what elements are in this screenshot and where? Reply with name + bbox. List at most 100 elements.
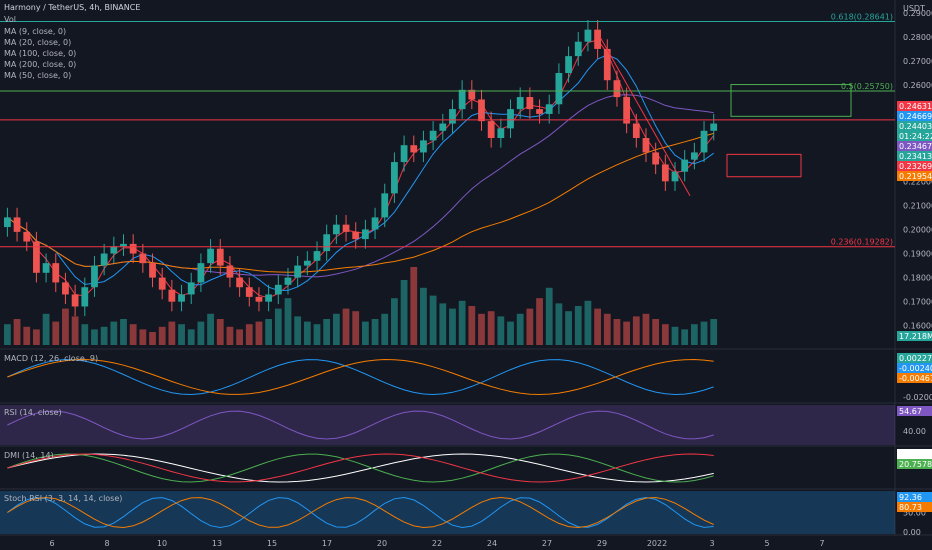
volume-bar	[255, 321, 263, 345]
date-tick-label: 7	[819, 539, 824, 548]
candle-body	[565, 56, 572, 73]
candle-body	[110, 246, 118, 254]
candle-body	[236, 277, 243, 288]
candle-body	[332, 224, 340, 235]
price-badge-text: 0.23467	[899, 142, 932, 151]
price-badge-text: 0.24403	[899, 122, 932, 131]
candle-body	[52, 263, 60, 283]
ma20-legend[interactable]: MA (20, close, 0)	[4, 38, 72, 47]
candle-body	[487, 121, 495, 138]
candle-body	[516, 97, 524, 110]
volume-bar	[129, 324, 137, 345]
volume-bar	[81, 324, 89, 345]
price-badge-text: 0.21954	[899, 172, 932, 181]
price-badge	[897, 131, 932, 141]
volume-bar	[178, 324, 185, 345]
volume-bar	[584, 300, 592, 345]
dmi-label[interactable]: DMI (14, 14)	[4, 451, 54, 460]
volume-bar	[507, 321, 514, 345]
candle-body	[420, 140, 427, 153]
candle-body	[255, 296, 263, 302]
price-badge	[897, 331, 932, 341]
currency-label: USDT	[903, 4, 925, 13]
candle-body	[42, 263, 50, 273]
volume-bars	[4, 267, 718, 345]
candle-body	[168, 289, 176, 302]
date-tick-label: 15	[267, 539, 277, 548]
candle-body	[381, 193, 389, 218]
candle-body	[33, 241, 40, 273]
fib-label: 0.5(0.25750)	[841, 82, 893, 91]
volume-bar	[642, 313, 650, 345]
ma20-line	[7, 54, 714, 291]
date-tick-label: 17	[322, 539, 332, 548]
candle-body	[400, 145, 408, 163]
date-tick-label: 3	[709, 539, 714, 548]
volume-bar	[632, 316, 640, 345]
value-badge	[897, 363, 932, 373]
volume-bar	[526, 308, 534, 345]
candle-body	[274, 284, 282, 295]
volume-bar	[536, 298, 543, 345]
candle-body	[458, 89, 466, 110]
stoch-label[interactable]: Stoch RSI (3, 3, 14, 14, close)	[4, 494, 123, 503]
target-box-green	[730, 84, 852, 117]
candle-body	[574, 41, 582, 57]
volume-bar	[4, 324, 11, 345]
value-badge-text: -0.00467	[899, 374, 932, 383]
candle-body	[623, 97, 631, 124]
candle-body	[594, 29, 601, 49]
volume-bar	[381, 313, 389, 345]
volume-bar	[52, 321, 60, 345]
candle-body	[584, 29, 592, 42]
ma200-legend[interactable]: MA (200, close, 0)	[4, 60, 77, 69]
volume-bar	[468, 306, 476, 345]
candle-body	[129, 243, 137, 254]
volume-bar	[429, 295, 437, 345]
volume-bar	[62, 308, 69, 345]
volume-bar	[420, 287, 427, 345]
macd-label[interactable]: MACD (12, 26, close, 9)	[4, 354, 99, 363]
rsi-label[interactable]: RSI (14, close)	[4, 408, 62, 417]
candle-body	[536, 109, 543, 114]
candle-body	[91, 265, 98, 288]
ma9-legend[interactable]: MA (9, close, 0)	[4, 27, 67, 36]
date-axis[interactable]: 6 8 10 13 15 17 20 22 24 27 29 2022 3 5 7	[49, 539, 824, 548]
date-tick-label: 24	[487, 539, 497, 548]
volume-bar	[42, 313, 50, 345]
price-badge	[897, 151, 932, 161]
volume-bar	[71, 316, 79, 345]
price-badge-text: 0.24669	[899, 112, 932, 121]
volume-bar	[207, 313, 214, 345]
candle-body	[478, 99, 485, 122]
date-tick-label: 20	[377, 539, 387, 548]
volume-bar	[23, 326, 31, 345]
candle-body	[4, 217, 11, 228]
candle-body	[100, 253, 108, 266]
candle-body	[303, 260, 311, 266]
plus-di-line	[7, 453, 714, 483]
ma100-legend[interactable]: MA (100, close, 0)	[4, 49, 77, 58]
price-badge	[897, 171, 932, 181]
value-badge	[897, 353, 932, 363]
volume-bar	[265, 319, 273, 345]
candle-body	[603, 48, 611, 81]
price-axis[interactable]: USDT0.290000.280000.270000.260000.250000…	[897, 4, 932, 341]
volume-bar	[313, 324, 321, 345]
volume-bar	[245, 324, 253, 345]
candle-body	[284, 277, 292, 285]
value-badge	[897, 449, 932, 459]
volume-bar	[120, 319, 127, 345]
candle-body	[71, 294, 79, 307]
candle-body	[265, 294, 273, 302]
ma50-legend[interactable]: MA (50, close, 0)	[4, 71, 72, 80]
